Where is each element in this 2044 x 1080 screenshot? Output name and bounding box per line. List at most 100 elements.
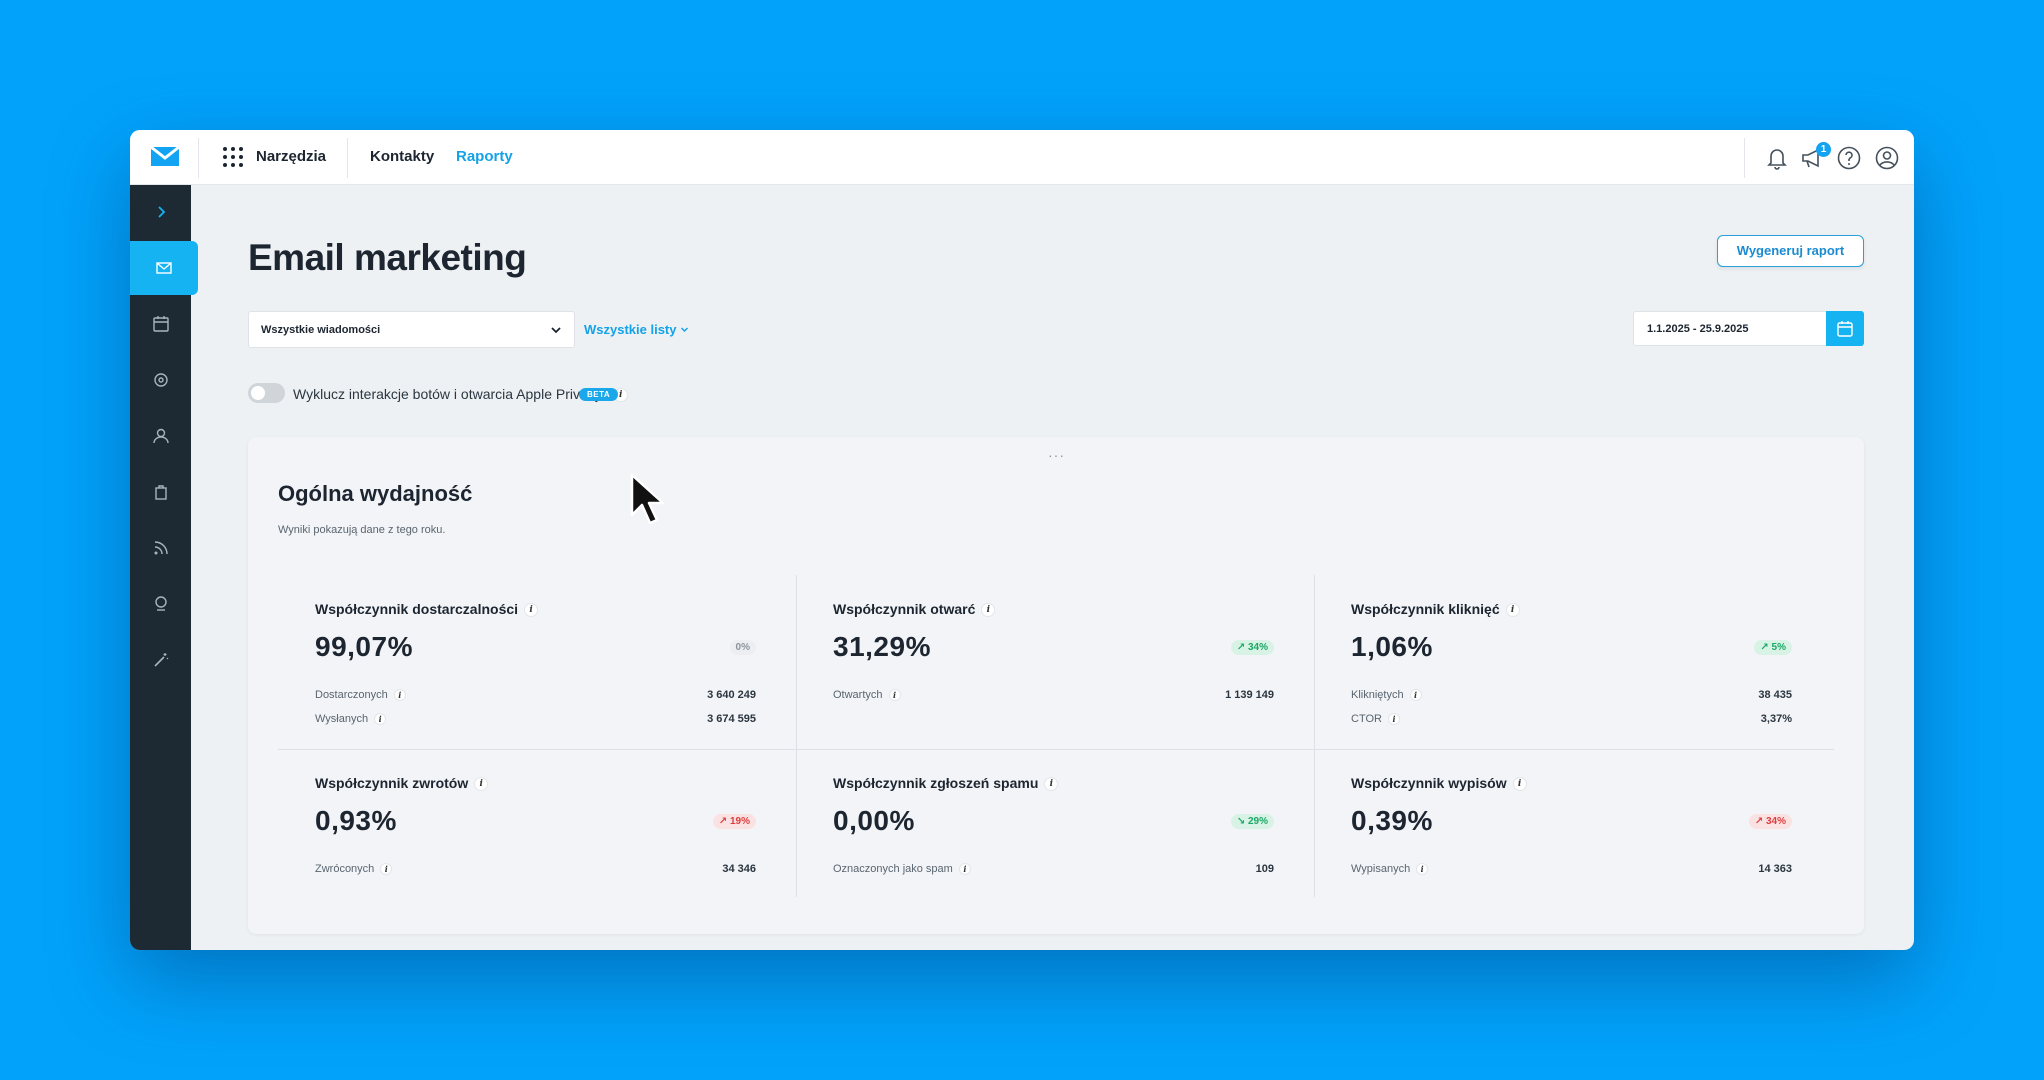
message-select[interactable]: Wszystkie wiadomości (248, 311, 575, 348)
metric-row-label: Wysłanych (315, 713, 369, 725)
metric-row-label: Klikniętych (1351, 689, 1404, 701)
lists-filter-link[interactable]: Wszystkie listy (584, 322, 689, 337)
metric-row: Wysłanych i 3 674 595 (315, 713, 756, 726)
metric-value: 99,07% (315, 631, 413, 662)
sidebar-item-ecommerce[interactable] (130, 465, 191, 519)
grid-divider (278, 749, 1834, 750)
metric-row: CTOR i 3,37% (1351, 713, 1792, 726)
info-icon[interactable]: i (1044, 777, 1059, 792)
lists-filter-label: Wszystkie listy (584, 322, 677, 337)
metric-row: Klikniętych i 38 435 (1351, 689, 1792, 702)
metric-row-value: 38 435 (1758, 689, 1792, 701)
apps-grid-icon[interactable] (223, 147, 243, 167)
metric-unsubscribe-rate: Współczynnik wypisów i 0,39% ↗ 34% Wypisa… (1314, 749, 1832, 923)
trend-badge: 0% (729, 640, 756, 655)
sidebar-item-calendar[interactable] (130, 297, 191, 351)
chevron-down-icon (681, 327, 689, 333)
info-icon[interactable]: i (1387, 713, 1400, 726)
nav-contacts[interactable]: Kontakty (370, 148, 435, 165)
metric-title: Współczynnik otwarć i (833, 601, 996, 618)
info-icon[interactable]: i (1512, 777, 1527, 792)
metric-row-label: Wypisanych (1351, 863, 1411, 875)
metric-row-value: 34 346 (722, 863, 756, 875)
date-picker-button[interactable] (1826, 311, 1864, 346)
email-icon (156, 262, 172, 274)
metric-value: 0,93% (315, 805, 397, 836)
notification-badge: 1 (1816, 142, 1831, 157)
metric-title-text: Współczynnik kliknięć (1351, 601, 1500, 617)
sidebar-item-tools[interactable] (130, 633, 191, 687)
help-icon[interactable] (1836, 145, 1862, 171)
shopping-bag-icon (154, 485, 167, 500)
magic-wand-icon (153, 653, 168, 667)
info-icon[interactable]: i (1505, 603, 1520, 618)
metric-title: Współczynnik zgłoszeń spamu i (833, 775, 1059, 792)
info-icon[interactable]: i (888, 689, 901, 702)
metric-row-value: 3,37% (1760, 713, 1792, 725)
metric-title-text: Współczynnik wypisów (1351, 775, 1507, 791)
exclude-bots-label: Wyklucz interakcje botów i otwarcia Appl… (293, 386, 628, 403)
info-icon[interactable]: i (524, 603, 539, 618)
metric-spam-rate: Współczynnik zgłoszeń spamu i 0,00% ↘ 29%… (796, 749, 1314, 923)
grid-divider (796, 575, 797, 897)
metric-click-rate: Współczynnik kliknięć i 1,06% ↗ 5% Klikni… (1314, 575, 1832, 749)
metric-row-value: 3 640 249 (707, 689, 756, 701)
metric-row-label: CTOR (1351, 713, 1382, 725)
bell-icon[interactable] (1764, 145, 1790, 171)
metric-value: 0,00% (833, 805, 915, 836)
metric-deliverability: Współczynnik dostarczalności i 99,07% 0% … (278, 575, 796, 749)
metric-title-text: Współczynnik dostarczalności (315, 601, 519, 617)
message-select-value: Wszystkie wiadomości (261, 323, 381, 336)
drag-handle-icon[interactable]: ··· (1048, 447, 1065, 463)
sidebar-item-contacts[interactable] (130, 409, 191, 463)
info-icon[interactable]: i (374, 713, 387, 726)
grid-divider (1314, 575, 1315, 897)
generate-report-button[interactable]: Wygeneruj raport (1717, 235, 1864, 267)
megaphone-icon[interactable] (1799, 145, 1825, 171)
exclude-bots-toggle[interactable] (248, 383, 285, 403)
metric-row: Wypisanych i 14 363 (1351, 863, 1792, 876)
trend-badge: ↗ 34% (1230, 640, 1274, 655)
info-icon[interactable]: i (474, 777, 489, 792)
topbar-divider (1744, 138, 1745, 178)
info-icon[interactable]: i (380, 863, 393, 876)
nav-reports[interactable]: Raporty (456, 148, 513, 165)
metric-row: Oznaczonych jako spam i 109 (833, 863, 1274, 876)
metric-row-value: 109 (1255, 863, 1274, 875)
sidebar-item-automation[interactable] (130, 353, 191, 407)
user-account-icon[interactable] (1874, 145, 1900, 171)
sidebar-expand-button[interactable] (130, 185, 191, 239)
settings-icon (153, 373, 168, 387)
topbar-divider (198, 138, 199, 178)
date-range-value: 1.1.2025 - 25.9.2025 (1647, 322, 1749, 335)
date-range-field[interactable]: 1.1.2025 - 25.9.2025 (1633, 311, 1864, 346)
mouse-cursor-icon (630, 473, 665, 525)
info-icon[interactable]: i (393, 689, 406, 702)
top-bar: Narzędzia Kontakty Raporty 1 (130, 130, 1914, 185)
info-icon[interactable]: i (1409, 689, 1422, 702)
metric-value: 31,29% (833, 631, 931, 662)
beta-badge: BETA (579, 388, 619, 401)
metric-row: Zwróconych i 34 346 (315, 863, 756, 876)
location-pin-icon (154, 596, 167, 611)
metric-title-text: Współczynnik otwarć (833, 601, 976, 617)
info-icon[interactable]: i (1416, 863, 1429, 876)
metric-title: Współczynnik wypisów i (1351, 775, 1527, 792)
metric-row-label: Oznaczonych jako spam (833, 863, 953, 875)
sidebar-item-email[interactable] (130, 241, 198, 295)
trend-badge: ↘ 29% (1230, 814, 1274, 829)
exclude-bots-text: Wyklucz interakcje botów i otwarcia Appl… (293, 386, 602, 402)
trend-badge: ↗ 19% (712, 814, 756, 829)
logo-envelope-icon[interactable] (150, 144, 180, 170)
metric-row-value: 3 674 595 (707, 713, 756, 725)
page-title: Email marketing (248, 237, 527, 278)
tools-menu[interactable]: Narzędzia (256, 148, 327, 165)
calendar-icon (1837, 320, 1853, 337)
sidebar-item-rss[interactable] (130, 521, 191, 575)
user-icon (152, 428, 169, 444)
info-icon[interactable]: i (981, 603, 996, 618)
sidebar-item-locations[interactable] (130, 577, 191, 631)
info-icon[interactable]: i (958, 863, 971, 876)
metric-value: 1,06% (1351, 631, 1433, 662)
metric-row: Dostarczonych i 3 640 249 (315, 689, 756, 702)
